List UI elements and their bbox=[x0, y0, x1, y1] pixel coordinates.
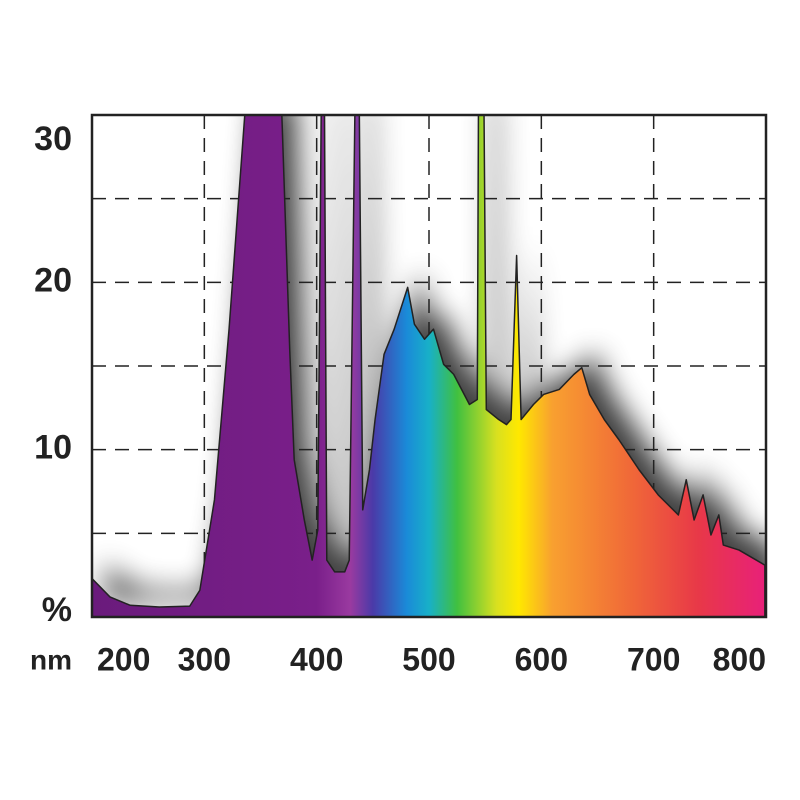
y-tick-label: 10 bbox=[34, 429, 72, 467]
x-unit-label: nm bbox=[30, 644, 72, 675]
y-tick-label: 20 bbox=[34, 261, 72, 299]
x-tick-label: 500 bbox=[402, 641, 455, 677]
x-tick-label: 200 bbox=[97, 641, 150, 677]
spectrum-area bbox=[92, 115, 766, 617]
x-tick-label: 800 bbox=[713, 641, 766, 677]
y-tick-label: 30 bbox=[34, 120, 72, 158]
x-tick-label: 600 bbox=[515, 641, 568, 677]
x-tick-label: 700 bbox=[627, 641, 680, 677]
plot-border bbox=[90, 113, 768, 619]
x-tick-label: 400 bbox=[290, 641, 343, 677]
y-unit-label: % bbox=[42, 591, 72, 629]
x-tick-label: 300 bbox=[178, 641, 231, 677]
